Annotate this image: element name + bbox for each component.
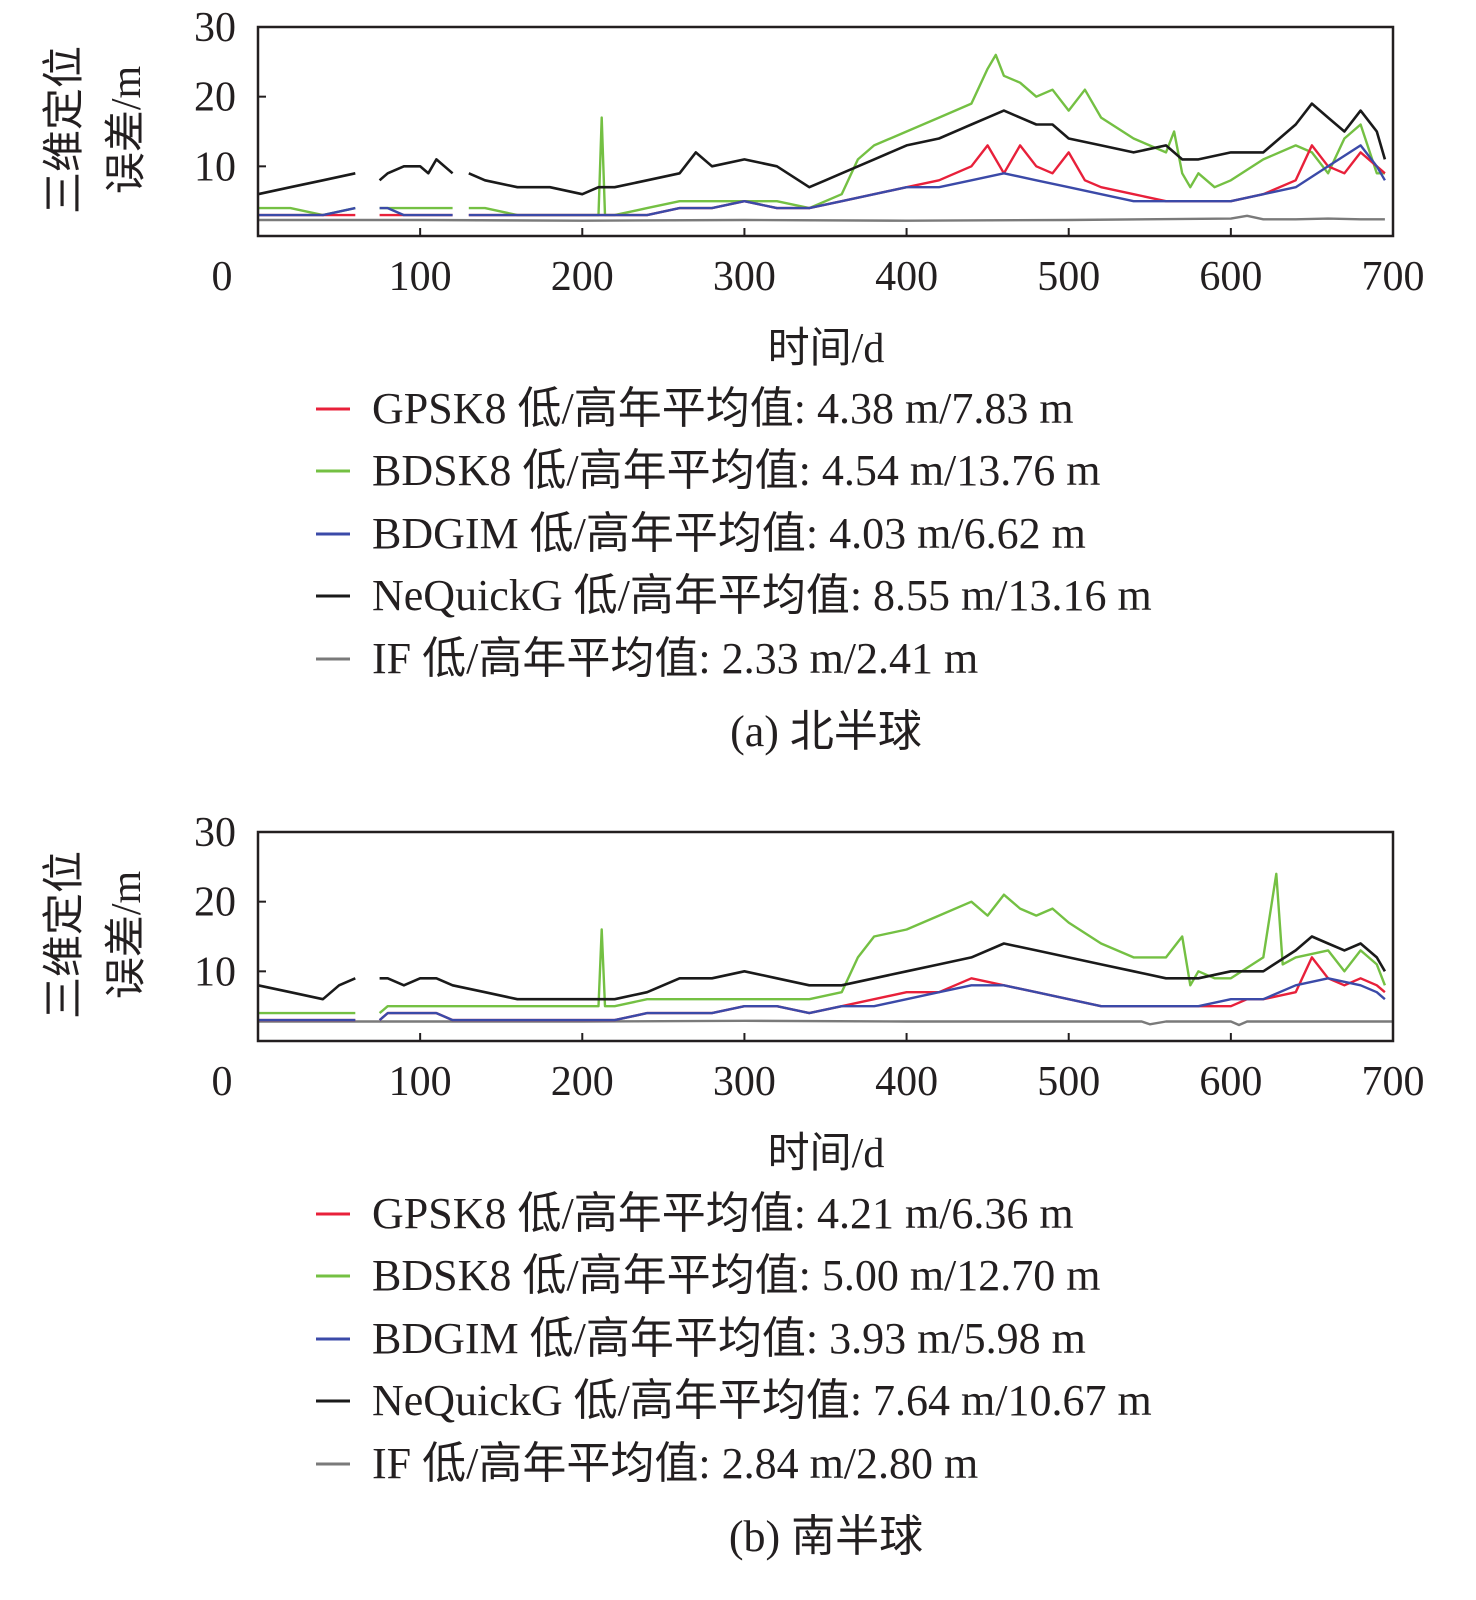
legend-item-if: IF 低/高年平均值: 2.33 m/2.41 m <box>316 634 978 683</box>
legend-item-gpsk8: GPSK8 低/高年平均值: 4.21 m/6.36 m <box>316 1189 1074 1238</box>
y-tick-label: 20 <box>194 880 236 926</box>
x-tick-label: 700 <box>1362 254 1425 300</box>
x-axis-label: 时间/d <box>768 326 885 372</box>
series-line-nequickg <box>257 102 1387 196</box>
series-line-nequickg <box>257 935 1387 1001</box>
panel-caption: (b) 南半球 <box>729 1512 923 1561</box>
y-axis-label-line2: 误差/m <box>104 871 150 1000</box>
legend: GPSK8 低/高年平均值: 4.21 m/6.36 m BDSK8 低/高年平… <box>316 1189 1152 1488</box>
x-tick-label: 100 <box>389 1059 452 1105</box>
legend-label-nequickg: NeQuickG 低/高年平均值: 7.64 m/10.67 m <box>372 1376 1152 1425</box>
legend-item-bdsk8: BDSK8 低/高年平均值: 4.54 m/13.76 m <box>316 446 1101 495</box>
plot-area: 0 100 200 300 400 500 600 700 10 20 30 <box>194 5 1425 300</box>
plot-frame <box>256 830 1395 1043</box>
plot-area: 0 100 200 300 400 500 600 700 10 20 30 <box>194 810 1425 1105</box>
y-tick-label: 20 <box>194 75 236 121</box>
y-axis-label-line1: 三维定位 <box>41 46 88 214</box>
legend-item-nequickg: NeQuickG 低/高年平均值: 7.64 m/10.67 m <box>316 1376 1152 1425</box>
y-axis-label-line2: 误差/m <box>104 66 150 195</box>
y-tick-label: 10 <box>194 144 236 190</box>
legend: GPSK8 低/高年平均值: 4.38 m/7.83 m BDSK8 低/高年平… <box>316 384 1152 683</box>
x-tick-label: 100 <box>389 254 452 300</box>
y-tick-label: 30 <box>194 5 236 51</box>
y-tick-label: 10 <box>194 949 236 995</box>
x-tick-label: 600 <box>1199 254 1262 300</box>
y-tick-label: 30 <box>194 810 236 856</box>
panel-southern-hemisphere: 三维定位 误差/m 0 100 200 300 400 500 600 700 10 20 30 时… <box>0 805 1476 1595</box>
series-line-bdgim <box>258 977 1386 1022</box>
legend-item-nequickg: NeQuickG 低/高年平均值: 8.55 m/13.16 m <box>316 571 1152 620</box>
y-axis-label: 三维定位 误差/m <box>41 46 150 214</box>
x-tick-label: 700 <box>1362 1059 1425 1105</box>
legend-label-if: IF 低/高年平均值: 2.33 m/2.41 m <box>372 634 978 683</box>
series-line-if <box>258 214 1385 222</box>
legend-item-bdgim: BDGIM 低/高年平均值: 4.03 m/6.62 m <box>316 509 1086 558</box>
y-axis-label-line1: 三维定位 <box>41 851 88 1019</box>
x-tick-label: 0 <box>212 254 233 300</box>
legend-item-gpsk8: GPSK8 低/高年平均值: 4.38 m/7.83 m <box>316 384 1074 433</box>
y-axis-label: 三维定位 误差/m <box>41 851 150 1019</box>
panel-northern-hemisphere: 三维定位 误差/m 0 100 200 300 400 500 600 700 10 20 30 时… <box>0 0 1476 790</box>
series-line-bdgim <box>258 144 1386 217</box>
legend-label-gpsk8: GPSK8 低/高年平均值: 4.38 m/7.83 m <box>372 384 1074 433</box>
x-tick-label: 200 <box>551 254 614 300</box>
legend-item-bdgim: BDGIM 低/高年平均值: 3.93 m/5.98 m <box>316 1314 1086 1363</box>
legend-label-nequickg: NeQuickG 低/高年平均值: 8.55 m/13.16 m <box>372 571 1152 620</box>
x-tick-label: 400 <box>875 1059 938 1105</box>
chart-southern-svg: 三维定位 误差/m 0 100 200 300 400 500 600 700 10 20 30 时… <box>41 810 1425 1561</box>
legend-label-gpsk8: GPSK8 低/高年平均值: 4.21 m/6.36 m <box>372 1189 1074 1238</box>
plot-frame <box>256 25 1395 238</box>
x-tick-label: 200 <box>551 1059 614 1105</box>
legend-item-bdsk8: BDSK8 低/高年平均值: 5.00 m/12.70 m <box>316 1251 1101 1300</box>
x-tick-label: 400 <box>875 254 938 300</box>
chart-northern-svg: 三维定位 误差/m 0 100 200 300 400 500 600 700 10 20 30 时… <box>41 5 1425 756</box>
series-line-bdsk8 <box>258 872 1387 1015</box>
x-tick-label: 300 <box>713 254 776 300</box>
legend-label-bdgim: BDGIM 低/高年平均值: 4.03 m/6.62 m <box>372 509 1086 558</box>
panel-caption: (a) 北半球 <box>730 707 922 756</box>
legend-item-if: IF 低/高年平均值: 2.84 m/2.80 m <box>316 1439 978 1488</box>
x-axis-label: 时间/d <box>768 1131 885 1177</box>
x-tick-label: 300 <box>713 1059 776 1105</box>
legend-label-bdsk8: BDSK8 低/高年平均值: 5.00 m/12.70 m <box>372 1251 1101 1300</box>
legend-label-if: IF 低/高年平均值: 2.84 m/2.80 m <box>372 1439 978 1488</box>
series-line-if <box>258 1019 1393 1027</box>
x-tick-label: 600 <box>1199 1059 1262 1105</box>
x-tick-label: 500 <box>1037 254 1100 300</box>
series-line-bdsk8 <box>258 53 1385 217</box>
legend-label-bdgim: BDGIM 低/高年平均值: 3.93 m/5.98 m <box>372 1314 1086 1363</box>
x-tick-label: 500 <box>1037 1059 1100 1105</box>
x-tick-label: 0 <box>212 1059 233 1105</box>
legend-label-bdsk8: BDSK8 低/高年平均值: 4.54 m/13.76 m <box>372 446 1101 495</box>
